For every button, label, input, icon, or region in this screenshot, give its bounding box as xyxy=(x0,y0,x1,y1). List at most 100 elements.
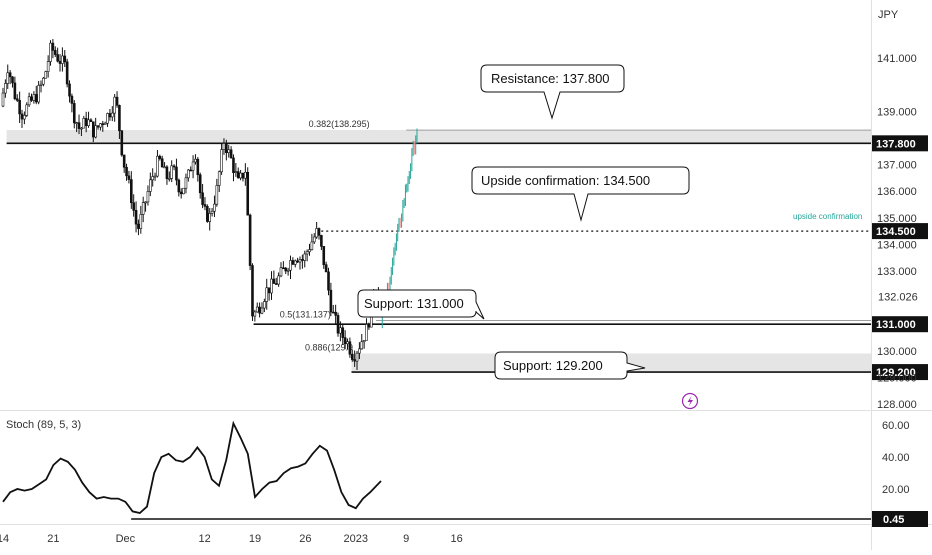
candle-body xyxy=(70,95,74,104)
candle-body xyxy=(246,171,250,216)
candle-body xyxy=(44,71,48,79)
candle-body xyxy=(336,315,340,334)
price-tick-label: 128.000 xyxy=(877,399,917,411)
x-tick-label: 2023 xyxy=(344,533,368,545)
support129-callout[interactable]: Support: 129.200 xyxy=(494,351,646,380)
x-tick-label: 16 xyxy=(450,533,462,545)
candle-body xyxy=(91,121,95,138)
fib-05-label: 0.5(131.137) xyxy=(280,310,331,320)
x-tick-label: 12 xyxy=(198,533,210,545)
candle-body xyxy=(327,271,330,291)
candle-body xyxy=(32,94,36,101)
support129-callout-text: Support: 129.200 xyxy=(503,358,603,373)
x-tick-label: 9 xyxy=(403,533,409,545)
axis-layer: 128.000 129.000 130.000 133.000 134.000 135.0… xyxy=(0,53,928,545)
upside-confirmation-tag-bg xyxy=(872,223,928,240)
candle-body xyxy=(360,341,364,350)
candle-body xyxy=(322,246,326,265)
candle-body xyxy=(312,236,316,243)
candle-body xyxy=(87,119,90,127)
candle-body xyxy=(25,104,29,116)
candle-body xyxy=(194,158,197,163)
candle-body xyxy=(163,166,166,169)
support131-callout[interactable]: Support: 131.000 xyxy=(357,289,485,320)
fib-0886-label: 0.886(129.9 xyxy=(305,342,353,352)
candle-body xyxy=(291,260,295,265)
candle-body xyxy=(222,143,226,150)
resistance-zone xyxy=(6,130,872,144)
candle-body xyxy=(175,166,178,181)
candle-body xyxy=(279,267,283,277)
candle-body xyxy=(301,259,304,261)
zones-layer xyxy=(6,130,872,373)
candle-body xyxy=(339,327,342,334)
upside-callout-bubble xyxy=(471,166,690,222)
candle-body xyxy=(37,85,40,103)
candle-body xyxy=(49,42,52,62)
stoch-tick-label: 20.00 xyxy=(882,484,910,496)
candle-body xyxy=(146,191,150,203)
candle-body xyxy=(315,228,318,238)
candle-body xyxy=(265,287,269,302)
x-tick-label: 26 xyxy=(299,533,311,545)
candle-body xyxy=(229,149,233,159)
candle-body xyxy=(355,352,359,362)
candle-body xyxy=(139,214,143,229)
candle-body xyxy=(96,125,100,128)
candle-body xyxy=(177,179,181,193)
candle-body xyxy=(182,187,185,195)
candle-body xyxy=(210,210,214,214)
candle-body xyxy=(115,96,119,106)
candle-body xyxy=(272,278,276,284)
candle-body xyxy=(274,283,278,285)
support129-callout-bubble xyxy=(494,351,646,380)
resistance-callout[interactable]: Resistance: 137.800 xyxy=(480,64,625,120)
support-131-tag-bg xyxy=(872,316,928,333)
candle-body xyxy=(208,213,212,222)
candle-body xyxy=(137,223,140,229)
candle-body xyxy=(251,265,254,317)
candle-body xyxy=(72,103,76,124)
candle-body xyxy=(184,177,188,189)
candle-body xyxy=(61,55,64,64)
resistance-callout-bubble xyxy=(480,64,625,120)
projection-layer xyxy=(381,128,418,329)
candle-body xyxy=(248,214,252,266)
candle-body xyxy=(255,306,259,313)
candle-body xyxy=(132,202,135,211)
candle-body xyxy=(303,253,307,261)
candle-body xyxy=(310,241,314,250)
candle-body xyxy=(348,341,352,355)
candle-body xyxy=(46,61,50,72)
candle-body xyxy=(241,172,245,179)
candle-body xyxy=(187,169,190,179)
candle-body xyxy=(56,54,59,62)
price-tick-label: 141.000 xyxy=(877,53,917,65)
candle-body xyxy=(149,179,152,192)
price-tick-label: 135.000 xyxy=(877,213,917,225)
candle-body xyxy=(82,118,86,129)
candle-body xyxy=(156,155,159,177)
candle-body xyxy=(234,171,238,173)
x-tick-label: 14 xyxy=(0,533,9,545)
candle-body xyxy=(170,165,173,179)
candle-body xyxy=(141,202,145,215)
candles-layer xyxy=(1,39,383,370)
upside-confirmation-tag: 134.500 xyxy=(876,226,916,238)
stoch-layer xyxy=(2,420,871,520)
candle-body xyxy=(179,191,183,195)
support-129-tag: 129.200 xyxy=(876,367,916,379)
upside-callout[interactable]: Upside confirmation: 134.500 xyxy=(471,166,690,222)
candle-body xyxy=(358,348,361,354)
lightning-icon[interactable] xyxy=(681,392,699,410)
candle-body xyxy=(4,83,7,94)
candle-body xyxy=(1,92,5,107)
candle-body xyxy=(6,72,10,84)
candle-body xyxy=(260,307,264,314)
candle-body xyxy=(227,149,231,153)
candle-body xyxy=(284,267,288,272)
candle-body xyxy=(263,301,266,309)
candle-body xyxy=(34,94,38,103)
